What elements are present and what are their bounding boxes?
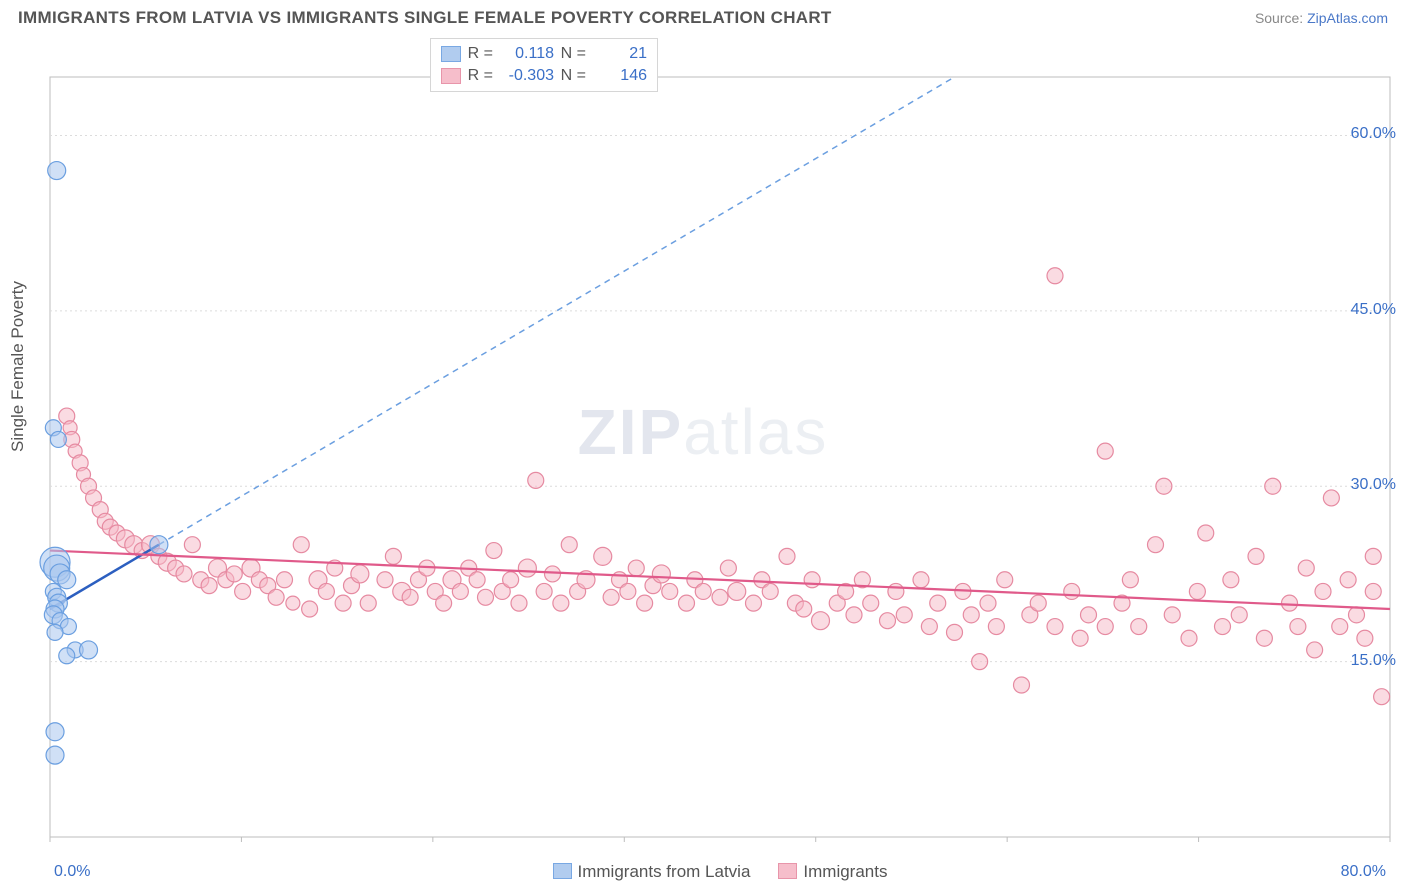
chart-header: IMMIGRANTS FROM LATVIA VS IMMIGRANTS SIN… <box>0 0 1406 32</box>
bottom-legend: 0.0% Immigrants from Latvia Immigrants 8… <box>50 862 1390 882</box>
y-tick-label: 15.0% <box>1351 652 1396 670</box>
legend-item-latvia: Immigrants from Latvia <box>553 862 751 882</box>
chart-title: IMMIGRANTS FROM LATVIA VS IMMIGRANTS SIN… <box>18 8 832 28</box>
y-tick-label: 45.0% <box>1351 301 1396 319</box>
x-min-label: 0.0% <box>54 863 90 881</box>
legend-item-immigrants: Immigrants <box>778 862 887 882</box>
swatch-latvia <box>441 46 461 62</box>
source-label: Source: ZipAtlas.com <box>1255 10 1388 26</box>
y-axis-label: Single Female Poverty <box>8 281 28 452</box>
source-link[interactable]: ZipAtlas.com <box>1307 10 1388 26</box>
scatter-plot <box>0 32 1406 842</box>
swatch-latvia-icon <box>553 863 572 879</box>
y-tick-label: 30.0% <box>1351 476 1396 494</box>
stats-legend: R = 0.118 N = 21 R = -0.303 N = 146 <box>430 38 658 92</box>
swatch-immigrants-icon <box>778 863 797 879</box>
swatch-immigrants <box>441 68 461 84</box>
y-tick-label: 60.0% <box>1351 125 1396 143</box>
stats-row-immigrants: R = -0.303 N = 146 <box>441 65 647 87</box>
chart-area: Single Female Poverty ZIPatlas R = 0.118… <box>0 32 1406 882</box>
stats-row-latvia: R = 0.118 N = 21 <box>441 43 647 65</box>
x-max-label: 80.0% <box>1341 863 1386 881</box>
